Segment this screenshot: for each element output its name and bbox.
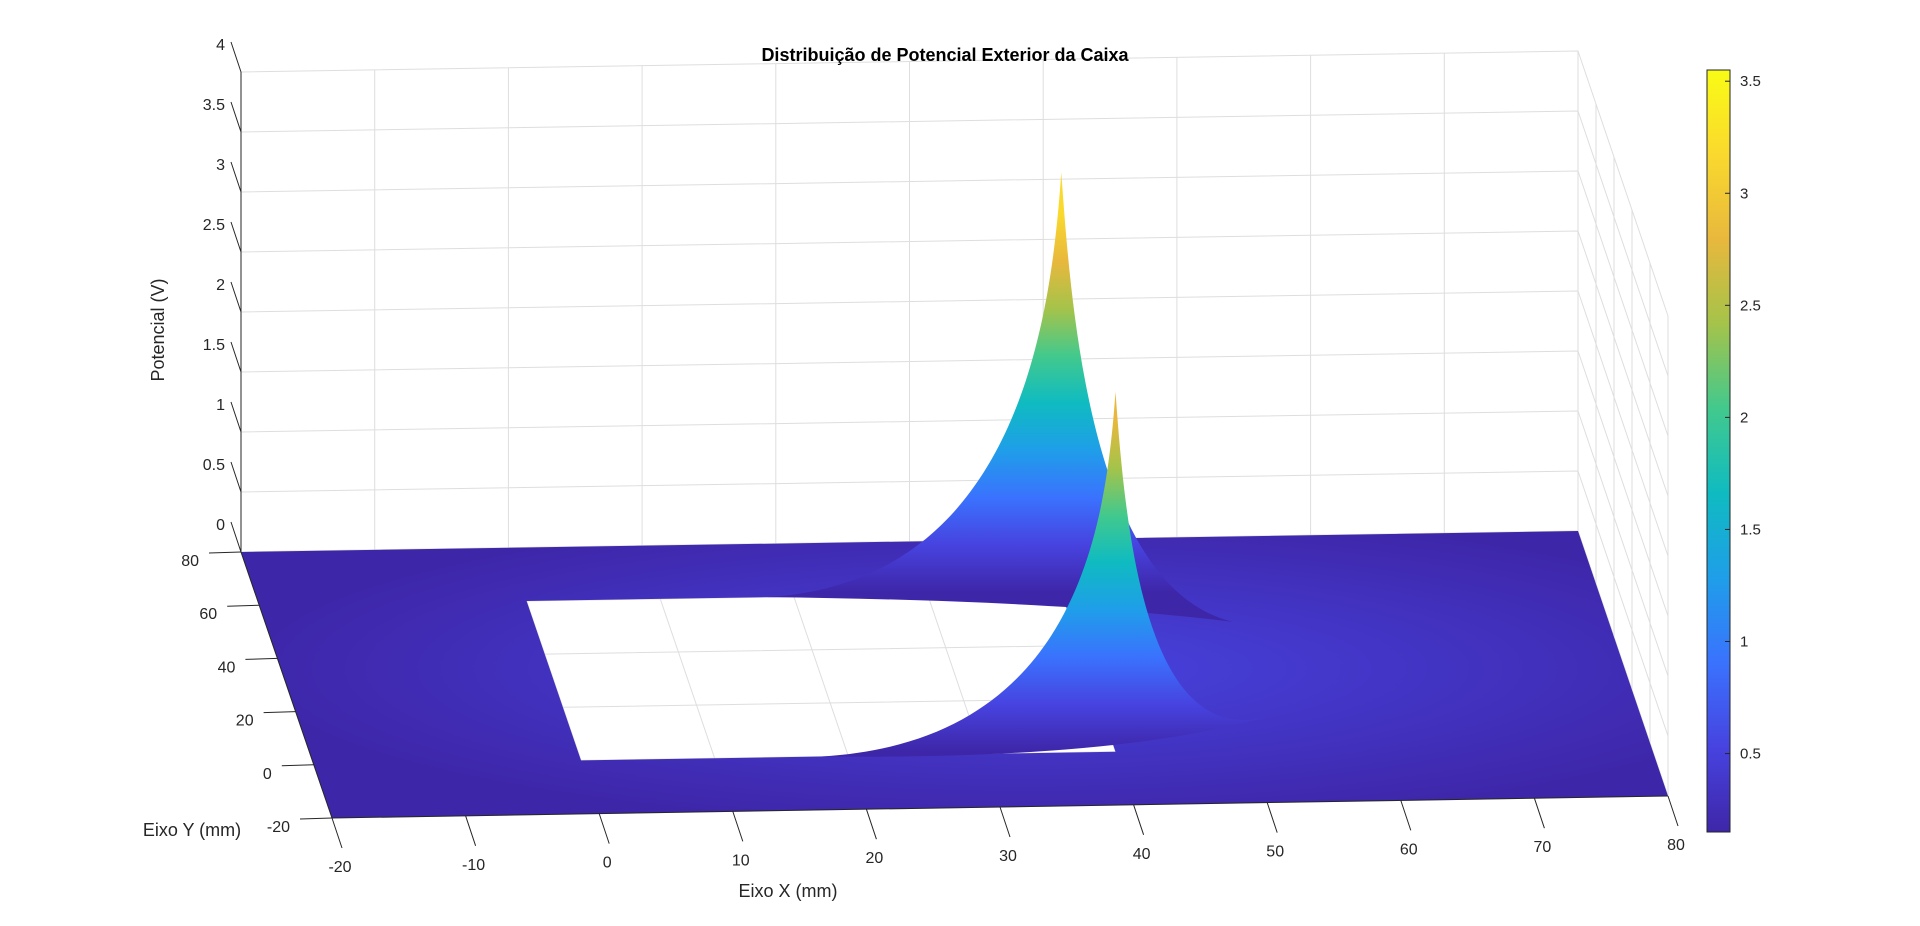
x-tick-label: 10 [732, 852, 750, 869]
z-gridline [240, 50, 1669, 317]
axes-group: -20 -10 0 10 20 30 40 50 60 70 80 -20 0 20 40 60 80 0 0.5 1… [143, 37, 1685, 901]
y-tick-mark [208, 551, 242, 554]
x-tick-mark [1133, 804, 1145, 835]
z-tick-label: 1 [216, 397, 225, 414]
y-tick-mark [227, 604, 260, 607]
x-tick-label: 60 [1400, 841, 1418, 858]
z-gridline [240, 110, 1669, 377]
z-tick-mark [230, 401, 242, 433]
colorbar-tick-label: 2 [1740, 409, 1748, 426]
x-tick-mark [1266, 802, 1278, 833]
z-tick-mark [230, 101, 242, 133]
y-tick-mark [281, 764, 314, 767]
surface-peak [821, 391, 1265, 757]
z-tick-mark [230, 461, 242, 493]
y-tick-mark [245, 657, 278, 660]
y-tick-mark [263, 711, 296, 714]
colorbar-tick-label: 3.5 [1740, 73, 1761, 90]
x-tick-mark [732, 811, 744, 842]
y-tick-label: 80 [181, 553, 199, 570]
y-tick-label: 60 [199, 606, 217, 623]
x-gridline [641, 65, 734, 812]
colorbar-tick-label: 2.5 [1740, 297, 1761, 314]
x-gridline [909, 61, 1001, 808]
tick-labels: -20 -10 0 10 20 30 40 50 60 70 80 -20 0 20 40 60 80 0 0.5 1… [181, 37, 1685, 876]
z-tick-mark [230, 161, 242, 193]
z-tick-label: 4 [216, 37, 225, 54]
z-tick-label: 2.5 [203, 217, 225, 234]
x-axis-label: Eixo X (mm) [739, 881, 838, 901]
z-gridline [240, 230, 1669, 497]
z-axis-label: Potencial (V) [148, 278, 168, 381]
z-tick-label: 3.5 [203, 97, 225, 114]
x-tick-label: 80 [1667, 837, 1685, 854]
x-tick-label: 70 [1534, 839, 1552, 856]
z-tick-mark [230, 221, 242, 253]
colorbar-tick-label: 3 [1740, 185, 1748, 202]
x-gridline [775, 63, 867, 810]
y-tick-mark [299, 817, 333, 820]
y-gridline [259, 104, 1597, 606]
x-tick-mark [999, 806, 1011, 838]
x-tick-mark [598, 813, 610, 844]
y-axis-label: Eixo Y (mm) [143, 820, 241, 840]
colorbar-tick-label: 1.5 [1740, 521, 1761, 538]
y-tick-label: 40 [218, 659, 236, 676]
y-tick-label: 20 [236, 713, 254, 730]
z-tick-mark [230, 281, 242, 313]
x-tick-mark [331, 817, 343, 849]
y-axis-line [240, 551, 333, 819]
surface [241, 172, 1668, 818]
colorbar-gradient [1706, 69, 1731, 833]
x-tick-label: 40 [1133, 846, 1151, 863]
x-tick-label: 30 [999, 848, 1017, 865]
x-tick-mark [1667, 795, 1679, 827]
colorbar: 0.5 1 1.5 2 2.5 3 3.5 [1706, 69, 1761, 833]
surface-floor [241, 531, 1668, 818]
y-tick-label: 0 [263, 766, 272, 783]
z-tick-mark [230, 521, 242, 553]
z-tick-label: 2 [216, 277, 225, 294]
colorbar-tick-label: 1 [1740, 634, 1748, 651]
x-tick-label: -10 [462, 857, 485, 874]
x-tick-mark [1400, 800, 1412, 831]
z-tick-label: 1.5 [203, 337, 225, 354]
x-tick-mark [465, 815, 477, 846]
z-tick-mark [230, 41, 242, 73]
colorbar-tick-label: 0.5 [1740, 746, 1761, 763]
x-tick-mark [865, 809, 877, 840]
z-tick-mark [230, 341, 242, 373]
z-tick-label: 0 [216, 517, 225, 534]
y-tick-label: -20 [267, 819, 290, 836]
z-tick-label: 3 [216, 157, 225, 174]
x-tick-label: -20 [328, 859, 351, 876]
x-tick-label: 20 [866, 850, 884, 867]
x-tick-label: 0 [603, 855, 612, 872]
chart-title: Distribuição de Potencial Exterior da Ca… [761, 45, 1129, 65]
z-gridline [240, 170, 1669, 437]
z-tick-label: 0.5 [203, 457, 225, 474]
x-tick-mark [1533, 798, 1545, 829]
x-tick-label: 50 [1266, 844, 1284, 861]
